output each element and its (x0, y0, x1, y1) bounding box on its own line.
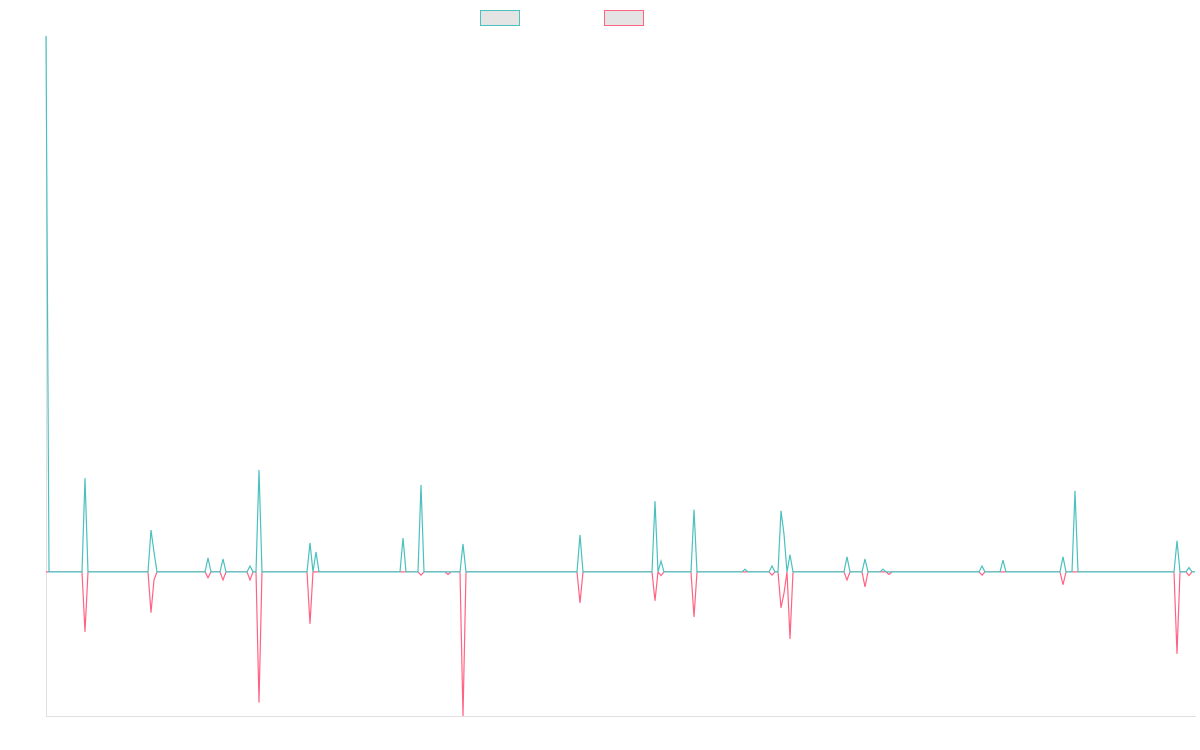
legend-swatch-series-1[interactable] (480, 10, 520, 26)
legend-swatch-series-2[interactable] (604, 10, 644, 26)
series-line-2 (46, 570, 1195, 717)
series-line-1 (45, 35, 1195, 573)
